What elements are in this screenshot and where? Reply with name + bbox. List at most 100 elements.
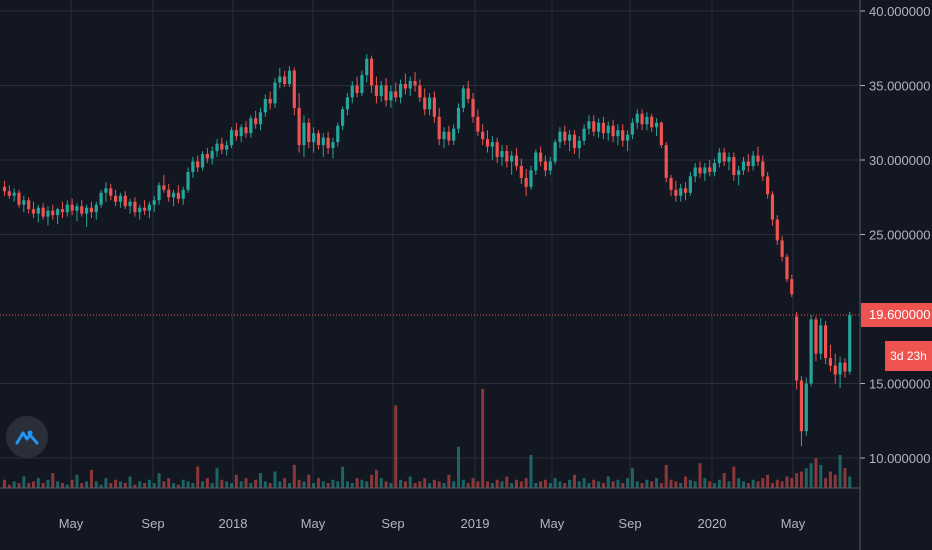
volume-bar [737,478,741,488]
volume-bar [708,481,712,488]
volume-bar [336,481,340,488]
candle-body [278,76,282,83]
volume-bar [481,389,485,488]
candle-body [510,155,514,162]
volume-bar [539,481,543,488]
candle-body [60,209,65,213]
volume-bar [379,478,383,488]
candle-body [181,189,185,199]
x-tick-label: May [59,516,84,531]
candle-body [790,279,794,295]
candle-body [485,139,490,147]
volume-bar [36,478,40,488]
candle-body [505,151,509,162]
volume-bar [693,481,697,488]
volume-bar [143,483,147,488]
volume-bar [592,479,596,488]
volume-bar [85,481,89,488]
candle-body [162,185,166,190]
candle-body [234,130,238,137]
x-tick-label: May [301,516,326,531]
candle-body [384,85,388,101]
volume-bar [220,479,224,488]
candle-body [273,82,277,104]
candle-body [65,204,69,213]
candle-body [461,88,465,108]
volume-bar [688,479,692,488]
volume-bar [432,479,436,488]
candle-body [756,155,760,162]
candle-body [635,113,639,123]
volume-bar [3,479,6,488]
candle-body [345,97,350,110]
volume-bar [819,464,823,488]
volume-bar [703,478,707,488]
volume-bar [17,483,21,488]
volume-bar [471,478,475,488]
volume-bar [133,484,137,488]
candle-body [824,325,828,359]
volume-bar [355,478,359,488]
volume-bar [370,474,374,488]
volume-bar [403,481,407,488]
candle-body [312,133,316,143]
volume-bar [486,481,489,488]
volume-bar [616,479,620,488]
y-tick-label: 25.000000 [869,228,930,243]
volume-bar [413,483,417,488]
volume-bar [128,476,132,488]
grid-layer [0,0,860,488]
candle-body [717,152,721,163]
volume-bar [51,473,55,488]
volume-bar [60,483,64,488]
volume-bar [292,464,296,488]
candle-body [302,122,306,146]
candle-body [17,192,21,205]
candle-body [780,240,784,257]
candle-body [819,325,823,354]
volume-bar [597,481,601,488]
candle-body [500,151,504,158]
volume-bar [809,463,813,488]
volume-bar [263,481,267,488]
volume-bar [611,481,615,488]
candle-body [403,84,407,89]
volume-bar [239,481,243,488]
y-tick-label: 30.000000 [869,153,930,168]
candle-body [244,127,248,134]
bar-countdown-badge: 3d 23h [885,341,932,371]
candle-body [239,127,243,137]
candle-body [712,162,717,172]
candle-body [664,145,668,178]
candle-body [418,85,422,98]
volume-bar [186,481,190,488]
candle-body [833,365,837,375]
volume-bar [795,473,799,488]
candle-body [283,76,287,85]
candle-body [379,85,383,96]
logo-glyph [15,430,39,445]
candle-body [741,161,746,171]
candle-body [94,204,98,213]
x-tick-label: May [781,516,806,531]
candle-body [490,142,494,147]
candle-body [89,207,94,213]
candle-body [606,125,610,134]
candle-body [118,195,123,202]
tradingview-cloud-icon[interactable] [6,416,48,458]
candle-body [437,116,441,140]
candle-body [775,219,779,241]
candle-body [80,206,84,214]
candle-body [331,142,335,149]
volume-bar [717,479,721,488]
volume-bar [287,483,291,488]
candle-body [292,70,296,108]
volume-bar [824,478,828,488]
volume-bar [273,471,277,488]
volume-bar [843,468,847,488]
volume-bar [80,483,84,488]
volume-bar [41,483,45,488]
candle-body [674,189,678,196]
